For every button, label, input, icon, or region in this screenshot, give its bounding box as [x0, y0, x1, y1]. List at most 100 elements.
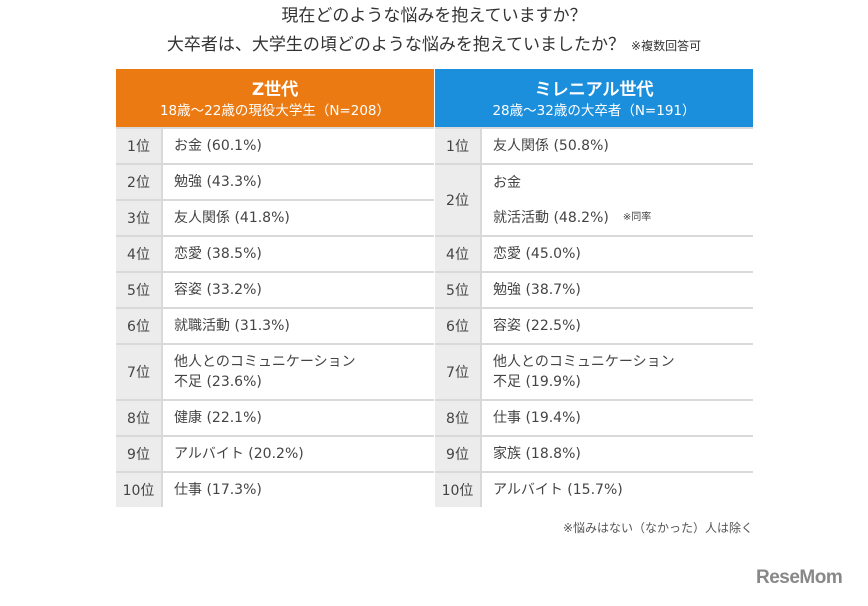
worry-label: 友人関係 (50.8%) [493, 138, 609, 154]
rank-label: 4位 [116, 237, 161, 271]
worry-item: 他人とのコミュニケーション 不足 (19.9%) [482, 345, 753, 399]
worry-item: 仕事 (17.3%) [163, 473, 434, 507]
rank-label: 10位 [435, 473, 480, 507]
table-row: 1位 友人関係 (50.8%) [435, 129, 753, 163]
worry-text: 勉強 (38.7%) [493, 280, 753, 300]
tie-note: ※同率 [622, 211, 652, 223]
table-row: 5位 勉強 (38.7%) [435, 273, 753, 307]
worry-label: 友人関係 (41.8%) [174, 210, 290, 226]
worry-item: 友人関係 (41.8%) [163, 201, 434, 235]
table-row: 9位 アルバイト (20.2%) [116, 437, 434, 471]
rank-label: 7位 [116, 345, 161, 399]
rank-label: 6位 [435, 309, 480, 343]
rank-label: 6位 [116, 309, 161, 343]
worry-text: お金 (60.1%) [174, 136, 434, 156]
worry-text: 容姿 (33.2%) [174, 280, 434, 300]
worry-item: 仕事 (19.4%) [482, 401, 753, 435]
worry-label: 他人とのコミュニケーション 不足 (19.9%) [493, 354, 675, 390]
worry-label: 仕事 (19.4%) [493, 410, 581, 426]
z-generation-heading: Z世代 [251, 80, 299, 100]
worry-item: 家族 (18.8%) [482, 437, 753, 471]
worry-label: アルバイト (15.7%) [493, 482, 623, 498]
rank-label: 2位 [116, 165, 161, 199]
worry-text: アルバイト (20.2%) [174, 444, 434, 464]
table-row: 4位 恋愛 (38.5%) [116, 237, 434, 271]
worry-text: 仕事 (17.3%) [174, 480, 434, 500]
worry-item: 勉強 (38.7%) [482, 273, 753, 307]
table-row: 6位 就職活動 (31.3%) [116, 309, 434, 343]
worry-label: アルバイト (20.2%) [174, 446, 304, 462]
worry-text: 就活活動 (48.2%) ※同率 [493, 200, 753, 235]
worry-text: アルバイト (15.7%) [493, 480, 753, 500]
worry-text: 家族 (18.8%) [493, 444, 753, 464]
rank-label: 7位 [435, 345, 480, 399]
table-row: 8位 健康 (22.1%) [116, 401, 434, 435]
title-line-1: 現在どのような悩みを抱えていますか？ [281, 6, 587, 26]
worry-text: 就職活動 (31.3%) [174, 316, 434, 336]
worry-item: 恋愛 (45.0%) [482, 237, 753, 271]
millennial-subheading: 28歳～32歳の大卒者（N=191） [492, 103, 696, 119]
z-generation-table: Z世代 18歳～22歳の現役大学生（N=208） 1位 お金 (60.1%) 2位勉… [116, 69, 434, 507]
worry-text: 他人とのコミュニケーション 不足 (19.9%) [493, 352, 753, 392]
worry-text: 他人とのコミュニケーション 不足 (23.6%) [174, 352, 434, 392]
worry-label: 家族 (18.8%) [493, 446, 581, 462]
table-row: 7位 他人とのコミュニケーション 不足 (23.6%) [116, 345, 434, 399]
table-row: 9位 家族 (18.8%) [435, 437, 753, 471]
rank-label: 4位 [435, 237, 480, 271]
worry-text: 恋愛 (45.0%) [493, 244, 753, 264]
z-generation-subheading: 18歳～22歳の現役大学生（N=208） [159, 103, 391, 119]
worry-item: 友人関係 (50.8%) [482, 129, 753, 163]
worry-item: 他人とのコミュニケーション 不足 (23.6%) [163, 345, 434, 399]
rank-label: 8位 [435, 401, 480, 435]
rank-label: 9位 [116, 437, 161, 471]
worry-item: 健康 (22.1%) [163, 401, 434, 435]
table-row: 10位 アルバイト (15.7%) [435, 473, 753, 507]
rank-label: 5位 [435, 273, 480, 307]
worry-item: 恋愛 (38.5%) [163, 237, 434, 271]
table-row: 1位 お金 (60.1%) [116, 129, 434, 163]
rank-label: 9位 [435, 437, 480, 471]
worry-label: 勉強 (38.7%) [493, 282, 581, 298]
worry-label: 恋愛 (38.5%) [174, 246, 262, 262]
worry-label: 就活活動 (48.2%) [493, 209, 609, 226]
table-row: 10位 仕事 (17.3%) [116, 473, 434, 507]
rank-label: 8位 [116, 401, 161, 435]
rank-label: 1位 [116, 129, 161, 163]
worry-item: アルバイト (20.2%) [163, 437, 434, 471]
footnote: ※悩みはない（なかった）人は除く [562, 521, 753, 535]
rank-label: 5位 [116, 273, 161, 307]
worry-text: 勉強 (43.3%) [174, 172, 434, 192]
title-question: 大卒者は、大学生の頃どのような悩みを抱えていましたか？ [166, 35, 626, 55]
worry-label: 仕事 (17.3%) [174, 482, 262, 498]
rank-label: 1位 [435, 129, 480, 163]
title-line-2: 大卒者は、大学生の頃どのような悩みを抱えていましたか？ ※複数回答可 [0, 30, 868, 55]
table-row: 2位 勉強 (43.3%) [116, 165, 434, 199]
rank-label: 2位 [435, 165, 480, 235]
worry-label: 勉強 (43.3%) [174, 174, 262, 190]
worry-text: 友人関係 (50.8%) [493, 136, 753, 156]
table-row: 8位 仕事 (19.4%) [435, 401, 753, 435]
worry-label: 容姿 (22.5%) [493, 318, 581, 334]
worry-item: お金 (60.1%) [163, 129, 434, 163]
worry-text: 恋愛 (38.5%) [174, 244, 434, 264]
millennial-header: ミレニアル世代 28歳～32歳の大卒者（N=191） [435, 69, 753, 127]
multiple-answer-note: ※複数回答可 [631, 39, 702, 53]
worry-label: お金 (60.1%) [174, 138, 262, 154]
table-row: 3位 友人関係 (41.8%) [116, 201, 434, 235]
worry-text: 友人関係 (41.8%) [174, 208, 434, 228]
table-row: 2位 お金就活活動 (48.2%) ※同率 [435, 165, 753, 235]
millennial-heading: ミレニアル世代 [534, 80, 654, 100]
worry-item: 容姿 (22.5%) [482, 309, 753, 343]
worry-label: お金 [493, 174, 521, 191]
worry-text: 仕事 (19.4%) [493, 408, 753, 428]
worry-item: 就職活動 (31.3%) [163, 309, 434, 343]
worry-label: 他人とのコミュニケーション 不足 (23.6%) [174, 354, 356, 390]
worry-text: お金 [493, 165, 753, 200]
resemom-logo: ReseMom [756, 567, 843, 588]
table-row: 6位 容姿 (22.5%) [435, 309, 753, 343]
rank-label: 10位 [116, 473, 161, 507]
worry-label: 就職活動 (31.3%) [174, 318, 290, 334]
worry-text: 容姿 (22.5%) [493, 316, 753, 336]
worry-label: 容姿 (33.2%) [174, 282, 262, 298]
